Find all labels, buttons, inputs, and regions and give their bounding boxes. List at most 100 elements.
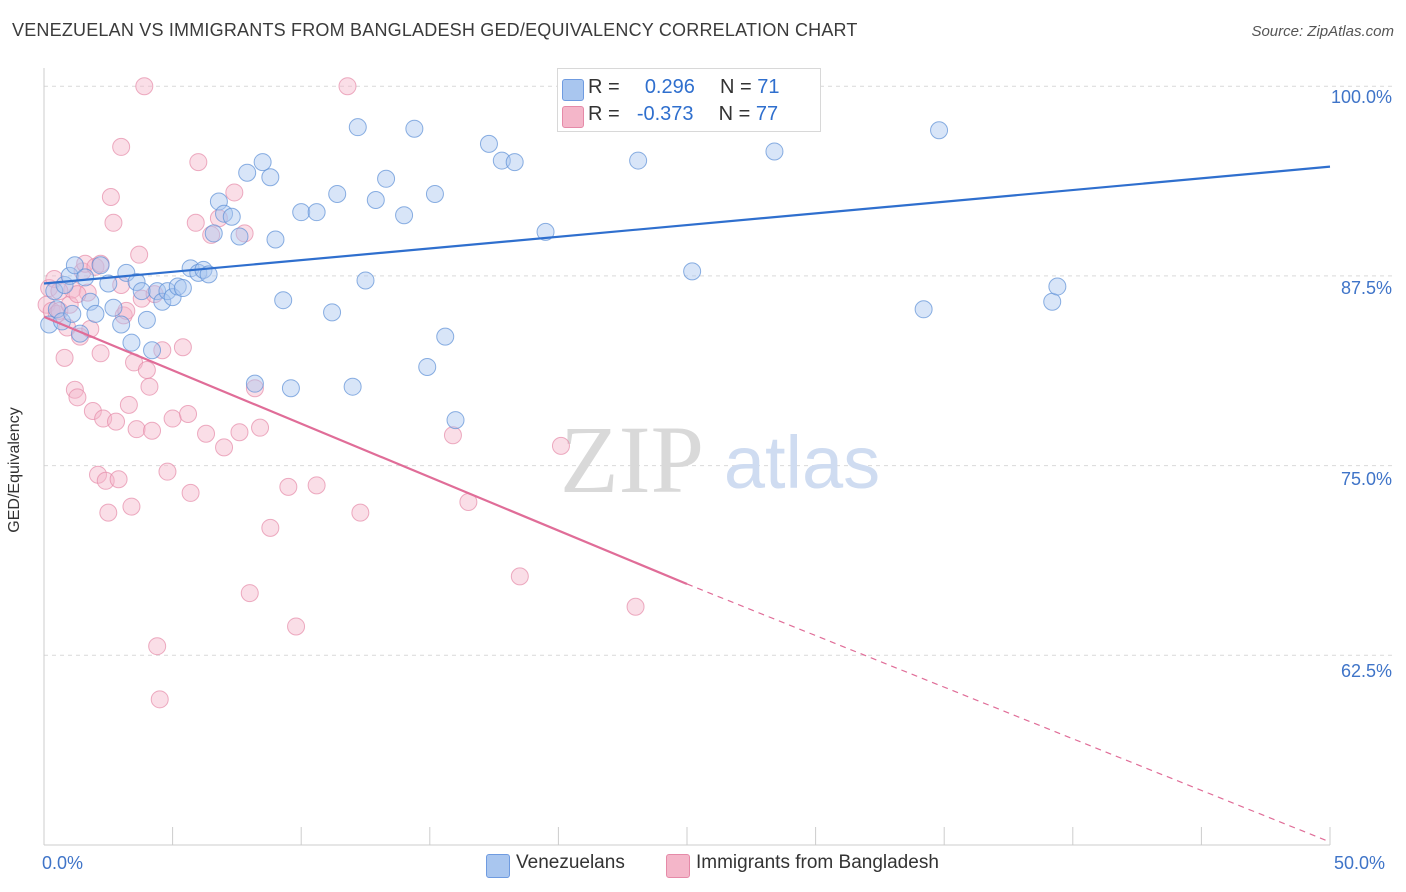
point-venezuelans [158,282,177,301]
series-bangladesh-points [37,77,645,709]
point-bangladesh [65,380,84,399]
legend-n-label: N = [720,76,752,98]
point-venezuelans [1048,277,1067,296]
point-bangladesh [279,477,298,496]
point-bangladesh [140,377,159,396]
point-bangladesh [153,341,172,360]
point-venezuelans [63,304,82,323]
point-venezuelans [343,377,362,396]
point-bangladesh [163,409,182,428]
point-bangladesh [186,213,205,232]
legend-r-value: 0.296 [644,76,695,98]
point-venezuelans [199,265,218,284]
point-venezuelans [91,256,110,275]
y-tick-100: 100.0% [1330,87,1392,107]
point-bangladesh [127,420,146,439]
point-venezuelans [446,411,465,430]
point-venezuelans [765,142,784,161]
point-venezuelans [536,222,555,241]
grid-lines [44,85,1392,656]
point-bangladesh [510,567,529,586]
point-venezuelans [163,288,182,307]
point-venezuelans [99,274,118,293]
legend-item-bangladesh[interactable]: Immigrants from Bangladesh [666,852,939,878]
y-tick-75: 75.0% [1340,469,1392,489]
legend-n-value: 77 [755,103,779,125]
point-venezuelans [122,333,141,352]
point-venezuelans [348,118,367,137]
point-bangladesh [109,470,128,489]
point-venezuelans [281,379,300,398]
watermark-zip: ZIP [560,406,704,513]
trend-line-bangladesh [43,315,688,585]
point-venezuelans [274,291,293,310]
point-bangladesh [135,77,154,96]
point-bangladesh [230,423,249,442]
point-venezuelans [307,203,326,222]
point-bangladesh [307,476,326,495]
point-bangladesh [351,503,370,522]
point-venezuelans [238,163,257,182]
point-bangladesh [112,137,131,156]
x-tick-min: 0.0% [42,853,84,873]
y-tick-62-5: 62.5% [1340,661,1392,681]
legend-n-value: 71 [757,76,780,98]
legend-row-venezuelans: R = 0.296 N = 71 [562,76,780,101]
watermark-atlas: atlas [724,421,880,504]
point-bangladesh [181,483,200,502]
point-bangladesh [443,426,462,445]
trend-line-venezuelans [43,165,1331,285]
point-venezuelans [245,374,264,393]
point-venezuelans [425,184,444,203]
point-bangladesh [83,401,102,420]
point-bangladesh [122,497,141,516]
point-venezuelans [173,279,192,298]
legend-r-label: R = [588,103,620,125]
point-bangladesh [173,338,192,357]
legend-swatch-venezuelans [562,79,584,101]
axes [43,68,1331,846]
legend-r-value: -0.373 [636,103,694,125]
point-venezuelans [65,256,84,275]
point-venezuelans [328,184,347,203]
point-venezuelans [492,151,511,170]
legend-swatch-bangladesh [562,106,584,128]
legend-swatch-bangladesh [666,854,690,878]
point-bangladesh [626,597,645,616]
point-bangladesh [143,421,162,440]
chart-title: VENEZUELAN VS IMMIGRANTS FROM BANGLADESH… [12,20,858,40]
point-venezuelans [261,168,280,187]
point-venezuelans [137,310,156,329]
point-bangladesh [104,213,123,232]
point-venezuelans [1043,292,1062,311]
legend-swatch-venezuelans [486,854,510,878]
x-tick-max: 50.0% [1334,853,1386,873]
point-bangladesh [148,637,167,656]
point-bangladesh [107,412,126,431]
point-venezuelans [914,300,933,319]
legend-item-venezuelans[interactable]: Venezuelans [486,852,625,878]
source-label: Source: ZipAtlas.com [1251,23,1394,40]
point-bangladesh [240,584,259,603]
point-venezuelans [76,268,95,287]
point-venezuelans [86,304,105,323]
point-bangladesh [119,395,138,414]
point-bangladesh [338,77,357,96]
point-venezuelans [356,271,375,290]
point-venezuelans [81,292,100,311]
point-bangladesh [96,471,115,490]
correlation-legend: R = 0.296 N = 71 R = -0.373 N = 77 [557,68,821,132]
point-venezuelans [292,203,311,222]
point-venezuelans [930,121,949,140]
point-venezuelans [104,298,123,317]
point-bangladesh [235,224,254,243]
point-bangladesh [251,418,270,437]
point-bangladesh [261,518,280,537]
point-bangladesh [91,344,110,363]
point-venezuelans [148,282,167,301]
point-bangladesh [55,348,74,367]
point-bangladesh [101,187,120,206]
point-venezuelans [253,153,272,172]
point-venezuelans [505,153,524,172]
